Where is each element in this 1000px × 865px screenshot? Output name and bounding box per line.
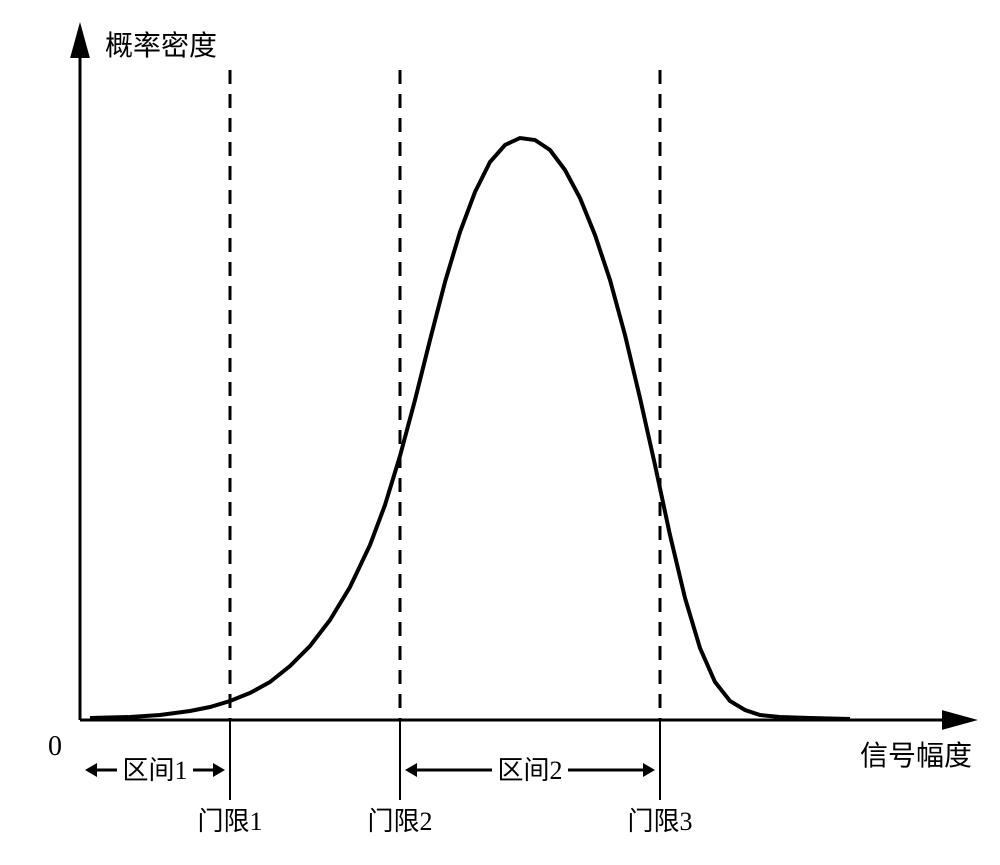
interval-arrow-right-2-icon (643, 763, 655, 777)
threshold-label-2: 门限2 (367, 807, 432, 836)
interval-label-2: 区间2 (497, 756, 562, 785)
x-axis-arrow-icon (942, 710, 978, 730)
threshold-label-1: 门限1 (197, 807, 262, 836)
interval-arrow-left-2-icon (405, 763, 417, 777)
interval-arrow-left-1-icon (85, 763, 97, 777)
x-axis-label: 信号幅度 (860, 740, 972, 772)
interval-label-1: 区间1 (122, 756, 187, 785)
y-axis-label: 概率密度 (105, 30, 217, 62)
chart-container: 门限1 门限2 门限3 区间1 区间2 概率密度信号幅度 0 (0, 0, 1000, 865)
density-curve (90, 138, 850, 719)
interval-arrow-right-1-icon (213, 763, 225, 777)
origin-label: 0 (48, 731, 62, 762)
probability-density-chart: 门限1 门限2 门限3 区间1 区间2 概率密度信号幅度 0 (0, 0, 1000, 865)
threshold-label-3: 门限3 (627, 807, 692, 836)
y-axis-arrow-icon (70, 22, 90, 58)
